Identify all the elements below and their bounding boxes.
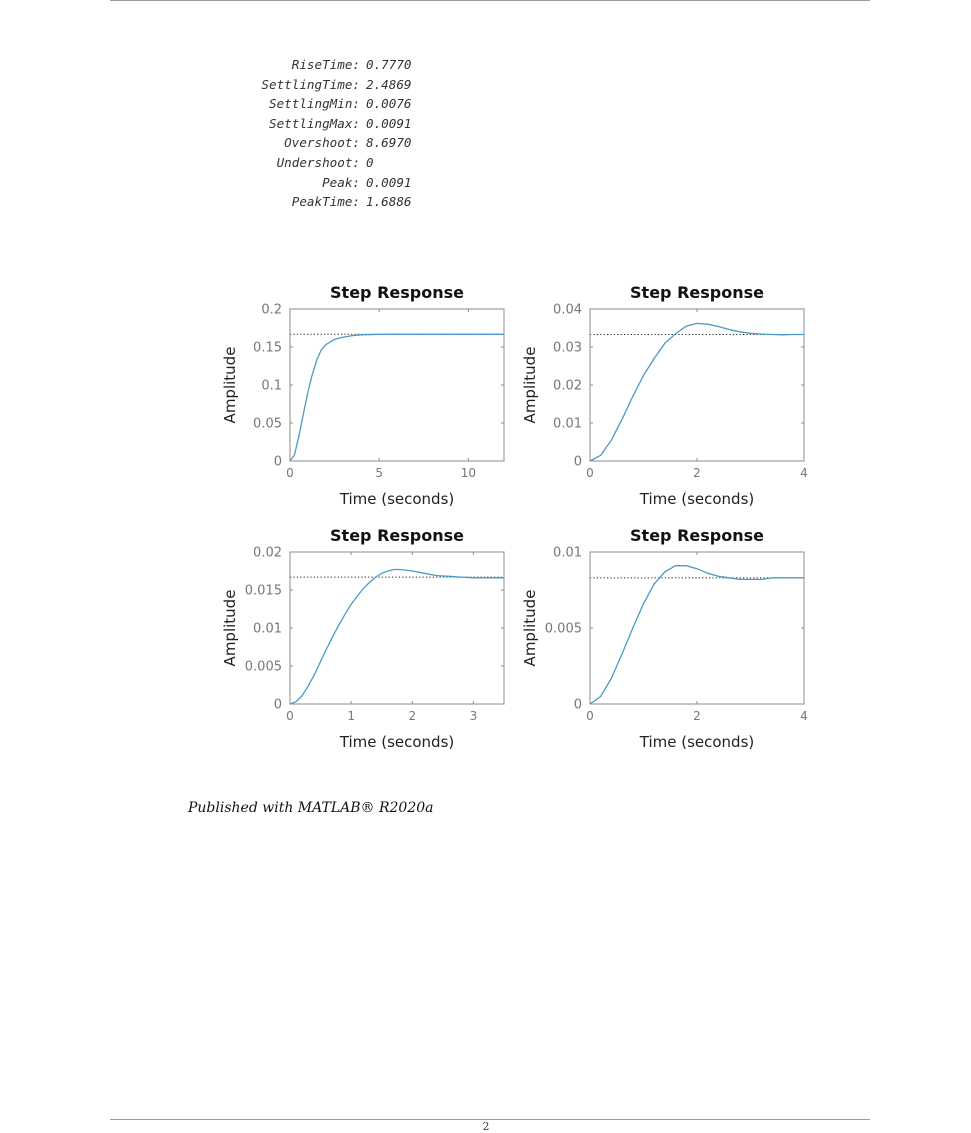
y-axis-label: Amplitude: [521, 590, 539, 667]
x-tick-label: 2: [693, 466, 701, 480]
bottom-rule: [110, 1119, 870, 1120]
chart-title: Step Response: [330, 526, 464, 545]
y-tick-label: 0: [574, 698, 582, 713]
y-tick-label: 0.005: [245, 660, 282, 675]
stat-key: Overshoot:: [284, 135, 360, 151]
y-axis-label: Amplitude: [221, 590, 239, 667]
y-axis-label: Amplitude: [521, 347, 539, 424]
chart-title: Step Response: [630, 283, 764, 302]
axes-box: [589, 308, 805, 462]
chart-title: Step Response: [630, 526, 764, 545]
axes-box: [589, 551, 805, 705]
stat-value: 0.0076: [366, 96, 412, 112]
stat-value: 0: [366, 154, 374, 170]
stat-row: Peak: 0.0091: [150, 173, 450, 193]
y-tick-label: 0.01: [253, 622, 282, 637]
x-tick-label: 1: [347, 709, 355, 723]
x-tick-label: 4: [800, 466, 808, 480]
stat-value: 1.6886: [366, 194, 412, 210]
chart-2: 0 2 4 0 0.01 0.02 0.03 0.04 Step Response Time (s…: [521, 283, 808, 508]
published-footer: Published with MATLAB® R2020a: [188, 800, 434, 816]
chart-1: 0 5 10 0 0.05 0.1 0.15 0.2 Step Response Time (se…: [221, 283, 505, 508]
stat-row: PeakTime: 1.6886: [150, 192, 450, 212]
y-tick-label: 0.005: [545, 622, 582, 637]
stat-key: SettlingMax:: [269, 115, 360, 131]
response-line: [589, 565, 804, 705]
x-tick-label: 2: [408, 709, 416, 723]
y-tick-label: 0.015: [245, 584, 282, 599]
y-tick-label: 0.01: [553, 546, 582, 561]
stat-value: 2.4869: [366, 76, 412, 92]
x-tick-label: 0: [586, 709, 594, 723]
x-tick-label: 0: [286, 709, 294, 723]
stat-key: Peak:: [322, 174, 360, 190]
stat-value: 0.7770: [366, 57, 412, 72]
stat-row: SettlingMax: 0.0091: [150, 114, 450, 134]
page-number: 2: [482, 1120, 490, 1133]
stat-key: SettlingMin:: [269, 96, 360, 112]
x-tick-label: 5: [375, 466, 383, 480]
chart-title: Step Response: [330, 283, 464, 302]
stat-row: RiseTime: 0.7770: [150, 55, 450, 75]
y-tick-label: 0.01: [553, 417, 582, 432]
stat-row: Overshoot: 8.6970: [150, 133, 450, 153]
y-tick-label: 0.05: [253, 417, 282, 432]
top-rule: [110, 0, 870, 1]
x-axis-label: Time (seconds): [339, 733, 455, 751]
x-tick-label: 0: [586, 466, 594, 480]
y-tick-label: 0.1: [261, 379, 282, 394]
stat-value: 0.0091: [366, 174, 412, 190]
y-axis-label: Amplitude: [221, 347, 239, 424]
axes-box: [289, 308, 505, 462]
response-line: [289, 333, 504, 462]
x-tick-label: 3: [470, 709, 478, 723]
response-line: [589, 322, 804, 462]
chart-3: 0 1 2 3 0 0.005 0.01 0.015 0.02 Step Response Time…: [221, 526, 505, 751]
stat-key: Undershoot:: [276, 154, 360, 170]
x-axis-label: Time (seconds): [639, 733, 755, 751]
y-tick-label: 0.02: [253, 546, 282, 561]
y-tick-label: 0.02: [553, 379, 582, 394]
response-line: [289, 568, 504, 705]
stat-key: PeakTime:: [291, 194, 360, 210]
stat-row: SettlingMin: 0.0076: [150, 94, 450, 114]
stat-key: RiseTime:: [291, 57, 360, 72]
y-tick-label: 0: [274, 698, 282, 713]
x-tick-label: 10: [461, 466, 476, 480]
x-tick-label: 4: [800, 709, 808, 723]
y-tick-label: 0: [574, 455, 582, 470]
step-info-output: RiseTime: 0.7770 SettlingTime: 2.4869 Settli…: [150, 55, 450, 212]
x-axis-label: Time (seconds): [639, 490, 755, 508]
x-tick-label: 2: [693, 709, 701, 723]
x-axis-label: Time (seconds): [339, 490, 455, 508]
stat-value: 0.0091: [366, 115, 412, 131]
stat-row: Undershoot: 0: [150, 153, 450, 173]
x-tick-label: 0: [286, 466, 294, 480]
axes-box: [289, 551, 505, 705]
y-tick-label: 0.2: [261, 303, 282, 318]
stat-value: 8.6970: [366, 135, 412, 151]
y-tick-label: 0: [274, 455, 282, 470]
stat-key: SettlingTime:: [261, 76, 360, 92]
stat-row: SettlingTime: 2.4869: [150, 75, 450, 95]
y-tick-label: 0.15: [253, 341, 282, 356]
y-tick-label: 0.04: [553, 303, 582, 318]
y-tick-label: 0.03: [553, 341, 582, 356]
chart-4: 0 2 4 0 0.005 0.01 Step Response Time (seconds)…: [521, 526, 808, 751]
